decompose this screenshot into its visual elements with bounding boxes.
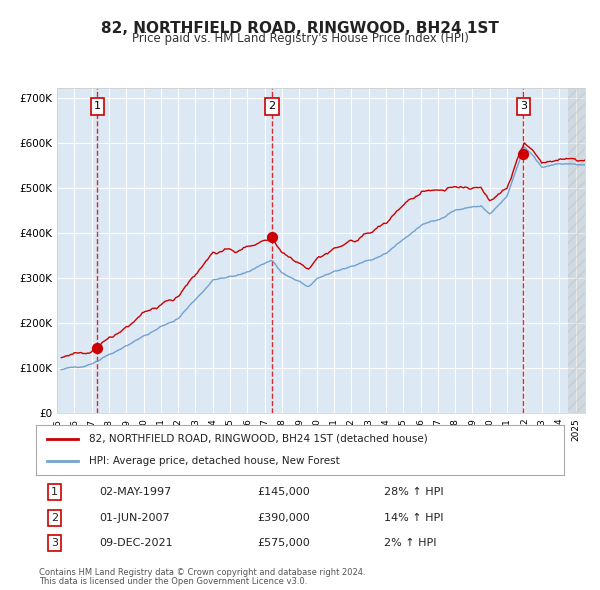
Text: £575,000: £575,000 (258, 538, 311, 548)
Text: Price paid vs. HM Land Registry's House Price Index (HPI): Price paid vs. HM Land Registry's House … (131, 32, 469, 45)
Text: 01-JUN-2007: 01-JUN-2007 (100, 513, 170, 523)
Text: 2: 2 (51, 513, 58, 523)
Text: 1: 1 (51, 487, 58, 497)
Text: £390,000: £390,000 (258, 513, 311, 523)
Point (92, 343, 102, 352)
Text: 02-MAY-1997: 02-MAY-1997 (100, 487, 172, 497)
Text: 82, NORTHFIELD ROAD, RINGWOOD, BH24 1ST (detached house): 82, NORTHFIELD ROAD, RINGWOOD, BH24 1ST … (89, 434, 428, 444)
Text: 28% ↑ HPI: 28% ↑ HPI (385, 487, 444, 497)
Text: 2% ↑ HPI: 2% ↑ HPI (385, 538, 437, 548)
Text: 1: 1 (94, 101, 101, 112)
Text: 3: 3 (51, 538, 58, 548)
Text: 14% ↑ HPI: 14% ↑ HPI (385, 513, 444, 523)
Text: HPI: Average price, detached house, New Forest: HPI: Average price, detached house, New … (89, 456, 340, 466)
Text: Contains HM Land Registry data © Crown copyright and database right 2024.: Contains HM Land Registry data © Crown c… (39, 568, 365, 576)
Point (267, 232, 277, 242)
Text: 82, NORTHFIELD ROAD, RINGWOOD, BH24 1ST: 82, NORTHFIELD ROAD, RINGWOOD, BH24 1ST (101, 21, 499, 35)
Text: 2: 2 (268, 101, 275, 112)
Text: 09-DEC-2021: 09-DEC-2021 (100, 538, 173, 548)
Point (518, 149, 528, 159)
Text: This data is licensed under the Open Government Licence v3.0.: This data is licensed under the Open Gov… (39, 577, 307, 586)
Bar (568, 88, 585, 413)
Text: 3: 3 (520, 101, 527, 112)
Text: £145,000: £145,000 (258, 487, 311, 497)
